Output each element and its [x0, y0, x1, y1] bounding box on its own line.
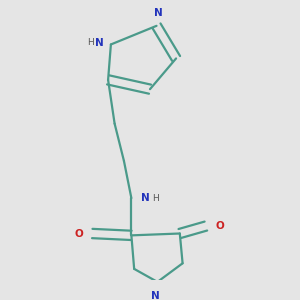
Text: N: N: [95, 38, 103, 48]
Text: H: H: [152, 194, 159, 202]
Text: N: N: [151, 291, 160, 300]
Text: N: N: [154, 8, 163, 18]
Text: O: O: [74, 229, 83, 238]
Text: H: H: [87, 38, 94, 47]
Text: O: O: [215, 221, 224, 231]
Text: N: N: [141, 193, 149, 203]
